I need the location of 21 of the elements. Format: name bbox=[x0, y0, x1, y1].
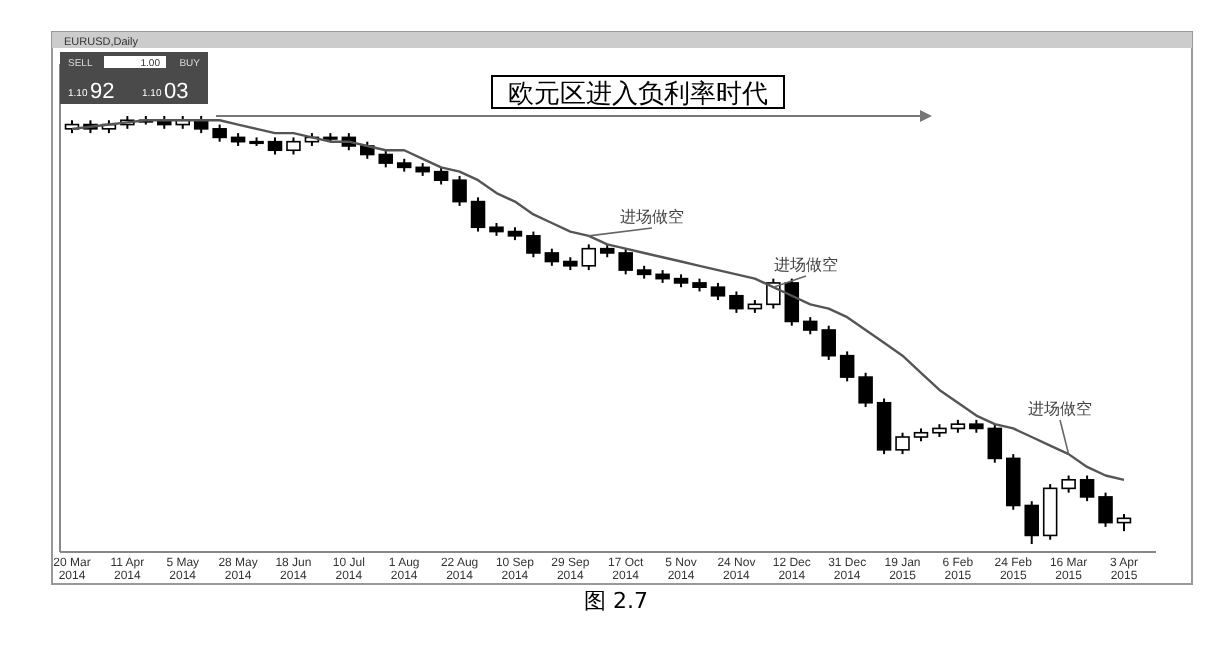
chart-title: 欧元区进入负利率时代 bbox=[508, 78, 768, 110]
candlestick bbox=[729, 290, 744, 314]
candlestick bbox=[1079, 474, 1095, 503]
candlestick bbox=[581, 243, 597, 272]
candlestick bbox=[1098, 491, 1113, 528]
candlestick bbox=[858, 371, 873, 409]
text: 03 bbox=[164, 80, 189, 104]
candlestick bbox=[895, 431, 910, 456]
candlestick bbox=[1042, 483, 1058, 541]
candlestick bbox=[452, 174, 467, 207]
text: 92 bbox=[90, 80, 115, 104]
candlestick bbox=[526, 230, 541, 259]
candlestick bbox=[470, 196, 486, 233]
candlestick bbox=[987, 423, 1003, 464]
annotation: 进场做空 bbox=[620, 208, 684, 226]
candlestick bbox=[876, 397, 892, 456]
annotation: 进场做空 bbox=[1028, 400, 1092, 418]
annotation: 进场做空 bbox=[774, 256, 838, 274]
candlestick bbox=[618, 247, 633, 276]
caption: 图 2.7 bbox=[584, 588, 648, 614]
candlestick bbox=[839, 350, 855, 383]
